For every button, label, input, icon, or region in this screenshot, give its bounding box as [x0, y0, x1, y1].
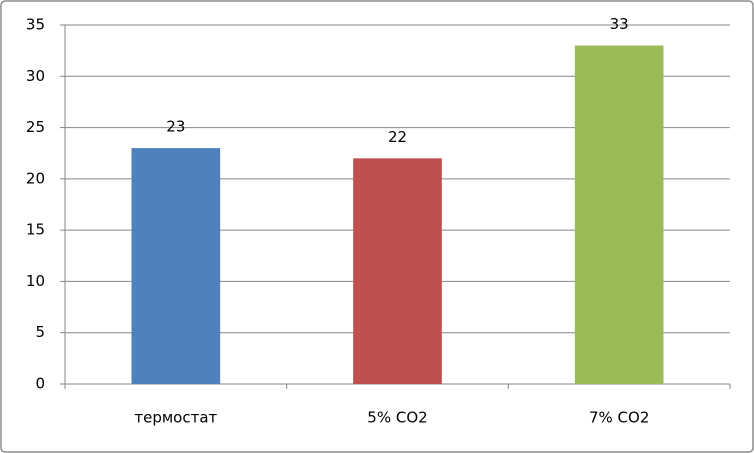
y-tick-label: 30 [26, 67, 45, 85]
data-label: 23 [166, 118, 185, 136]
y-tick-label: 35 [26, 16, 45, 34]
y-tick-label: 15 [26, 221, 45, 239]
y-tick-label: 25 [26, 118, 45, 136]
data-label: 22 [388, 128, 407, 146]
y-tick-label: 20 [26, 169, 45, 187]
data-label: 33 [610, 15, 629, 33]
x-tick-label: термостат [134, 409, 217, 427]
y-tick-label: 0 [35, 375, 45, 393]
y-tick-label: 5 [35, 323, 45, 341]
bar [574, 45, 664, 385]
x-tick-label: 5% CO2 [367, 409, 427, 427]
y-tick-label: 10 [26, 272, 45, 290]
x-tick-label: 7% CO2 [589, 409, 649, 427]
bar [353, 158, 442, 384]
bar [131, 148, 221, 384]
